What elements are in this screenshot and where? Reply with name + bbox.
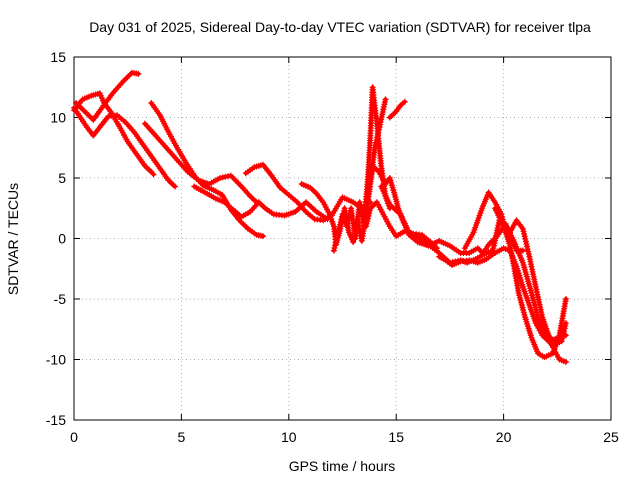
series-track-3 [71,90,157,178]
x-axis-label: GPS time / hours [289,458,396,474]
series-track-12 [386,98,408,121]
axis-ticks: 0 5 10 15 20 25 -15 -10 -5 0 5 10 15 [46,49,619,445]
data-point [401,98,408,105]
y-tick-label: 15 [50,49,66,65]
x-tick-label: 20 [496,429,512,445]
data-point [172,183,178,190]
series-track-4 [148,100,266,240]
series-track-16 [363,199,440,252]
x-tick-label: 15 [388,429,404,445]
x-tick-label: 10 [281,429,297,445]
data-points [71,69,569,365]
grid [74,57,611,420]
x-tick-label: 25 [603,429,619,445]
data-point [562,296,569,302]
x-tick-label: 5 [178,429,186,445]
data-point [135,70,142,77]
data-point [382,96,389,103]
series-track-14 [461,189,569,361]
data-point [434,245,440,252]
y-tick-label: -15 [46,412,66,428]
y-axis-label: SDTVAR / TECUs [5,183,21,295]
data-point [519,247,526,254]
data-point [150,171,157,178]
chart-title: Day 031 of 2025, Sidereal Day-to-day VTE… [89,19,591,35]
y-tick-label: 10 [50,110,66,126]
data-point [562,320,569,327]
data-point [562,358,569,365]
x-tick-label: 0 [70,429,78,445]
y-tick-label: 5 [58,170,66,186]
y-tick-label: -10 [46,352,66,368]
series-track-5 [141,120,260,206]
series-track-15 [492,205,569,347]
data-point [260,233,266,240]
y-tick-label: 0 [58,231,66,247]
y-tick-label: -5 [54,291,67,307]
series-track-1 [71,104,178,190]
series-track-2 [73,69,142,123]
